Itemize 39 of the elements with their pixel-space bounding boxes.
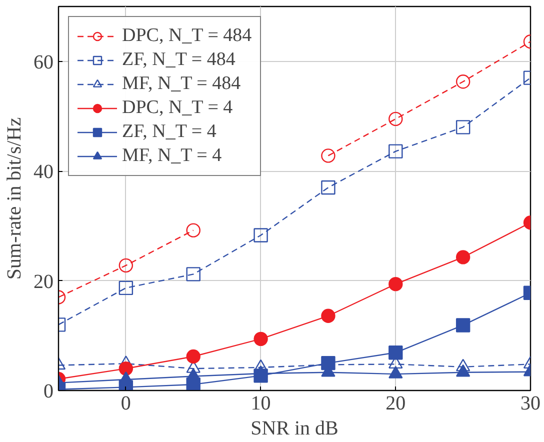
point	[456, 250, 470, 264]
legend-label: DPC, N_T = 4	[122, 97, 233, 119]
x-tick-label: 30	[520, 392, 540, 414]
point	[456, 364, 470, 377]
point	[388, 346, 403, 360]
point	[456, 120, 470, 134]
point	[456, 318, 470, 332]
x-axis-title: SNR in dB	[250, 418, 338, 440]
point	[321, 148, 336, 163]
point	[254, 228, 268, 242]
x-tick-label: 10	[250, 392, 271, 414]
point	[321, 308, 336, 323]
y-tick-label: 60	[34, 51, 54, 74]
point	[388, 366, 403, 378]
point	[118, 361, 134, 376]
y-tick-label: 40	[34, 161, 54, 184]
point	[456, 74, 470, 89]
point	[118, 280, 134, 296]
point	[118, 258, 134, 273]
legend-label: ZF, N_T = 4	[122, 121, 216, 143]
legend-label: DPC, N_T = 484	[122, 25, 252, 47]
point	[388, 276, 403, 292]
point	[321, 180, 336, 195]
point	[254, 365, 268, 378]
legend-label: MF, N_T = 484	[122, 73, 241, 95]
x-tick-label: 20	[386, 392, 406, 414]
point	[254, 332, 268, 346]
point	[388, 112, 403, 126]
legend-label: MF, N_T = 4	[122, 145, 222, 167]
point	[186, 368, 200, 381]
point	[456, 358, 470, 372]
legend-label: ZF, N_T = 484	[122, 49, 236, 71]
point	[186, 267, 200, 282]
y-axis-title: Sum-rate in bit/s/Hz	[4, 117, 26, 280]
x-tick-label: 0	[120, 392, 131, 414]
point	[388, 144, 403, 158]
point	[186, 349, 200, 364]
point	[186, 223, 200, 238]
y-tick-label: 20	[34, 270, 54, 293]
